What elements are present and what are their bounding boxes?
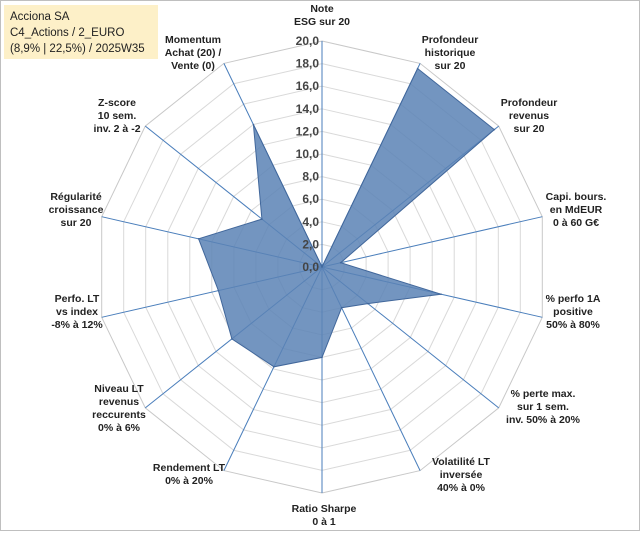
axis-label-line: ESG sur 20 bbox=[294, 16, 350, 28]
axis-label-line: historique bbox=[425, 47, 476, 59]
axis-label-line: 0% à 6% bbox=[98, 422, 141, 434]
tick-label: 14,0 bbox=[296, 102, 320, 116]
tick-label: 16,0 bbox=[296, 79, 320, 93]
tick-label: 0,0 bbox=[302, 260, 319, 274]
data-point bbox=[321, 356, 323, 359]
axis-label-line: vs index bbox=[56, 306, 98, 318]
tick-label: 20,0 bbox=[296, 34, 320, 48]
data-point bbox=[321, 266, 323, 268]
data-point bbox=[273, 366, 275, 368]
axis-label-line: Ratio Sharpe bbox=[292, 503, 357, 515]
chart-title-box: Acciona SA C4_Actions / 2_EURO (8,9% | 2… bbox=[4, 5, 158, 59]
axis-label-line: Volatilité LT bbox=[432, 456, 491, 468]
category-label: C4_Actions / 2_EURO bbox=[10, 27, 125, 39]
axis-label-line: 50% à 80% bbox=[546, 319, 600, 331]
axis-label-line: en MdEUR bbox=[550, 204, 603, 216]
axis-label-line: Rendement LT bbox=[153, 462, 226, 474]
tick-label: 2,0 bbox=[302, 237, 319, 251]
axis-label-line: 0% à 20% bbox=[165, 475, 214, 487]
data-point bbox=[440, 293, 442, 296]
axis-label-line: Vente (0) bbox=[171, 60, 215, 72]
axis-label-line: % perte max. bbox=[511, 388, 576, 400]
axis-label-line: Z-score bbox=[98, 97, 136, 109]
axis-label-line: Note bbox=[310, 3, 333, 15]
data-point bbox=[217, 289, 220, 292]
axis-label-line: inv. 50% à 20% bbox=[506, 414, 581, 426]
axis-label-line: sur 20 bbox=[61, 217, 92, 229]
axis-label-line: Momentum bbox=[165, 34, 221, 46]
data-point bbox=[340, 306, 343, 309]
axis-label-line: inversée bbox=[440, 469, 483, 481]
axis-label-line: 0 à 60 G€ bbox=[553, 217, 599, 229]
axis-label-line: 10 sem. bbox=[98, 110, 137, 122]
axis-label-line: Capi. bours. bbox=[546, 191, 607, 203]
axis-label-line: -8% à 12% bbox=[51, 319, 103, 331]
data-point bbox=[231, 338, 233, 340]
axis-spoke bbox=[321, 216, 543, 268]
axis-label-line: Régularité bbox=[50, 191, 102, 203]
series-area bbox=[197, 67, 496, 368]
period-label: (8,9% | 22,5%) / 2025W35 bbox=[10, 43, 145, 55]
axis-label-line: positive bbox=[553, 306, 593, 318]
data-point bbox=[339, 261, 342, 264]
data-point bbox=[261, 218, 263, 220]
axis-label-line: reccurents bbox=[92, 409, 146, 421]
axis-label-line: inv. 2 à -2 bbox=[93, 123, 140, 135]
axis-label: Rendement LT0% à 20% bbox=[153, 462, 226, 487]
axis-label-line: sur 20 bbox=[435, 60, 466, 72]
data-point bbox=[252, 123, 255, 126]
axis-label: % perte max.sur 1 sem.inv. 50% à 20% bbox=[506, 388, 581, 426]
tick-label: 10,0 bbox=[296, 147, 320, 161]
axis-label-line: Perfo. LT bbox=[55, 293, 100, 305]
tick-label: 6,0 bbox=[302, 192, 319, 206]
axis-label-line: Achat (20) / bbox=[165, 47, 222, 59]
data-point bbox=[367, 302, 369, 305]
axis-label-line: croissance bbox=[49, 204, 104, 216]
tick-label: 12,0 bbox=[296, 124, 320, 138]
company-name: Acciona SA bbox=[10, 11, 70, 23]
axis-label-line: Profondeur bbox=[501, 97, 558, 109]
data-point bbox=[197, 238, 200, 240]
data-point bbox=[493, 128, 496, 131]
tick-label: 4,0 bbox=[302, 215, 319, 229]
axis-label-line: 40% à 0% bbox=[437, 482, 486, 494]
axis-label-line: sur 20 bbox=[514, 123, 545, 135]
axis-label-line: % perfo 1A bbox=[546, 293, 601, 305]
axis-label-line: revenus bbox=[99, 396, 139, 408]
axis-label-line: Niveau LT bbox=[94, 383, 144, 395]
data-point bbox=[416, 67, 419, 70]
axis-label-line: revenus bbox=[509, 110, 549, 122]
tick-label: 8,0 bbox=[302, 170, 319, 184]
axis-label-line: 0 à 1 bbox=[312, 516, 336, 528]
axis-label-line: Profondeur bbox=[422, 34, 479, 46]
tick-label: 18,0 bbox=[296, 57, 320, 71]
axis-label-line: sur 1 sem. bbox=[517, 401, 569, 413]
